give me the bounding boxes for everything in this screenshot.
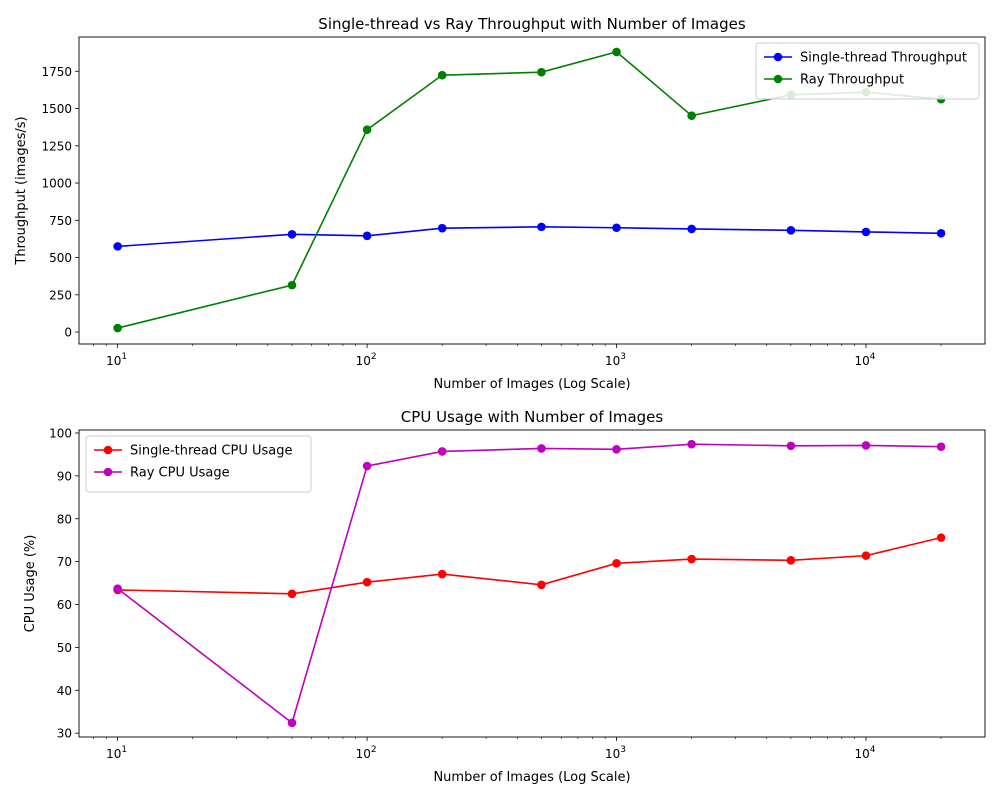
series-line xyxy=(117,226,942,248)
data-point xyxy=(612,559,621,568)
y-tick-label: 750 xyxy=(49,214,72,228)
data-point xyxy=(537,444,546,453)
data-point xyxy=(612,47,621,57)
legend-label: Ray CPU Usage xyxy=(130,466,230,481)
y-tick-label: 40 xyxy=(57,684,72,698)
data-point xyxy=(936,228,946,238)
legend-marker xyxy=(103,445,113,455)
data-point xyxy=(936,442,946,452)
data-point xyxy=(287,718,297,728)
x-tick-label: 102 xyxy=(356,745,377,761)
legend-box xyxy=(755,42,980,100)
data-point xyxy=(113,323,122,333)
y-tick-label: 80 xyxy=(57,512,72,526)
x-axis-label: Number of Images (Log Scale) xyxy=(433,770,630,785)
data-point xyxy=(612,444,621,454)
x-tick-label: 104 xyxy=(854,352,875,368)
series-1 xyxy=(113,222,946,251)
y-tick-label: 70 xyxy=(57,555,72,569)
data-point xyxy=(786,441,796,451)
y-tick-label: 0 xyxy=(64,326,72,340)
plot-frame xyxy=(78,36,986,345)
x-axis-label: Number of Images (Log Scale) xyxy=(433,377,630,392)
y-tick-label: 1250 xyxy=(41,139,72,153)
y-tick-label: 1500 xyxy=(41,102,72,116)
data-point xyxy=(362,461,372,471)
legend-marker xyxy=(773,52,783,62)
data-point xyxy=(687,554,696,564)
chart-title: Single-thread vs Ray Throughput with Num… xyxy=(318,15,746,33)
legend-label: Single-thread CPU Usage xyxy=(130,444,292,459)
plot-frame xyxy=(78,429,986,738)
data-point xyxy=(537,67,546,77)
y-tick-label: 50 xyxy=(57,641,72,655)
data-point xyxy=(287,230,297,239)
data-point xyxy=(437,569,447,579)
data-point xyxy=(537,580,546,590)
legend-box xyxy=(85,435,312,493)
y-tick-label: 1000 xyxy=(41,177,72,191)
data-point xyxy=(687,111,696,120)
series-1 xyxy=(113,533,946,599)
chart-title: CPU Usage with Number of Images xyxy=(401,408,664,426)
data-point xyxy=(936,533,946,542)
y-tick-label: 60 xyxy=(57,598,72,612)
data-point xyxy=(362,125,372,134)
subplot-2: CPU Usage with Number of Images 101 102 103… xyxy=(23,408,986,785)
series-line xyxy=(117,443,942,725)
x-tick-label: 101 xyxy=(106,352,127,368)
series-line xyxy=(117,536,942,595)
data-point xyxy=(437,223,447,233)
data-point xyxy=(861,551,871,560)
y-axis-label: Throughput (images/s) xyxy=(14,116,29,265)
y-axis-label: CPU Usage (%) xyxy=(23,535,38,633)
legend-marker xyxy=(773,74,783,84)
x-tick-label: 104 xyxy=(854,745,875,761)
data-point xyxy=(113,242,122,251)
data-point xyxy=(861,227,871,237)
legend-label: Single-thread Throughput xyxy=(800,51,967,66)
data-point xyxy=(362,231,372,241)
y-tick-label: 250 xyxy=(49,288,72,302)
data-point xyxy=(537,222,546,232)
data-point xyxy=(437,447,447,456)
data-point xyxy=(786,225,796,235)
y-tick-label: 100 xyxy=(49,427,72,441)
x-tick-label: 103 xyxy=(605,352,626,368)
series-2 xyxy=(113,439,946,728)
x-tick-label: 102 xyxy=(356,352,377,368)
y-tick-label: 1750 xyxy=(41,65,72,79)
data-point xyxy=(687,439,696,449)
y-tick-label: 30 xyxy=(57,727,72,741)
legend: Single-thread CPU Usage Ray CPU Usage xyxy=(85,435,312,493)
data-point xyxy=(362,577,372,587)
y-tick-label: 500 xyxy=(49,251,72,265)
data-point xyxy=(612,223,621,233)
legend-label: Ray Throughput xyxy=(800,73,904,88)
subplot-1: Single-thread vs Ray Throughput with Num… xyxy=(14,15,986,392)
x-tick-label: 103 xyxy=(605,745,626,761)
legend-marker xyxy=(103,467,113,477)
data-point xyxy=(287,589,297,599)
data-point xyxy=(287,280,297,290)
data-point xyxy=(113,584,122,593)
data-point xyxy=(687,224,696,234)
data-point xyxy=(786,556,796,565)
data-point xyxy=(437,70,447,80)
data-point xyxy=(861,441,871,450)
x-tick-label: 101 xyxy=(106,745,127,761)
legend: Single-thread Throughput Ray Throughput xyxy=(755,42,980,100)
y-tick-label: 90 xyxy=(57,469,72,483)
